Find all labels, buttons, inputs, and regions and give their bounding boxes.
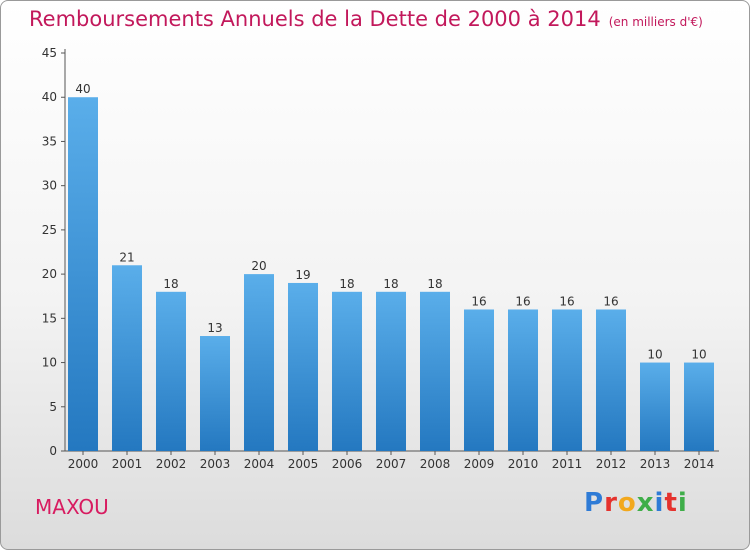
value-label-2003: 13 [207,321,222,335]
y-tick-label: 15 [42,311,57,325]
x-tick-label-2007: 2007 [376,457,407,471]
value-label-2002: 18 [163,277,178,291]
proxiti-logo: Proxiti [584,488,688,518]
value-label-2007: 18 [383,277,398,291]
x-tick-label-2010: 2010 [508,457,539,471]
y-tick-label: 40 [42,90,57,104]
value-label-2006: 18 [339,277,354,291]
x-tick-label-2008: 2008 [420,457,451,471]
value-label-2000: 40 [75,82,90,96]
y-tick-label: 45 [42,46,57,60]
y-tick-label: 0 [49,444,57,458]
bar-2007 [376,291,406,451]
commune-name: MAXOU [35,495,109,519]
chart-x-tick-labels: 2000 2001 2002 2003 2004 2005 2006 2007 2008 2009… [68,457,715,471]
value-label-2009: 16 [471,294,486,308]
x-tick-label-2014: 2014 [684,457,715,471]
value-label-2005: 19 [295,268,310,282]
bar-2000 [68,97,98,451]
y-tick-label: 5 [49,400,57,414]
bar-2002 [156,291,186,451]
y-tick-label: 30 [42,179,57,193]
x-tick-label-2003: 2003 [200,457,231,471]
value-label-2011: 16 [559,294,574,308]
bar-2014 [684,362,714,451]
x-tick-label-2012: 2012 [596,457,627,471]
bar-2008 [420,291,450,451]
y-tick-label: 20 [42,267,57,281]
x-tick-label-2000: 2000 [68,457,99,471]
bar-2013 [640,362,670,451]
bar-2009 [464,309,494,451]
bar-2004 [244,274,274,451]
bar-2012 [596,309,626,451]
bar-2001 [112,265,142,451]
value-label-2010: 16 [515,294,530,308]
chart-title: Remboursements Annuels de la Dette de 20… [29,7,703,31]
value-label-2013: 10 [647,348,662,362]
bar-2006 [332,291,362,451]
bar-2003 [200,336,230,451]
x-tick-label-2001: 2001 [112,457,143,471]
x-tick-label-2013: 2013 [640,457,671,471]
x-tick-label-2009: 2009 [464,457,495,471]
chart-y-tick-labels: 0 5 10 15 20 25 30 35 40 45 [42,46,57,458]
value-label-2001: 21 [119,250,134,264]
bar-2010 [508,309,538,451]
x-tick-label-2011: 2011 [552,457,583,471]
y-tick-label: 35 [42,134,57,148]
x-tick-label-2004: 2004 [244,457,275,471]
title-unit: (en milliers d'€) [608,15,703,29]
chart-bars [68,97,714,451]
value-label-2012: 16 [603,294,618,308]
title-text: Remboursements Annuels de la Dette de 20… [29,7,601,31]
y-tick-label: 25 [42,223,57,237]
x-tick-label-2002: 2002 [156,457,187,471]
bar-2011 [552,309,582,451]
x-tick-label-2005: 2005 [288,457,319,471]
value-label-2014: 10 [691,348,706,362]
bar-2005 [288,282,318,451]
value-label-2004: 20 [251,259,266,273]
value-label-2008: 18 [427,277,442,291]
x-tick-label-2006: 2006 [332,457,363,471]
y-tick-label: 10 [42,356,57,370]
chart-value-labels: 40 21 18 13 20 19 18 18 18 16 16 16 16 10 10 [75,82,706,361]
